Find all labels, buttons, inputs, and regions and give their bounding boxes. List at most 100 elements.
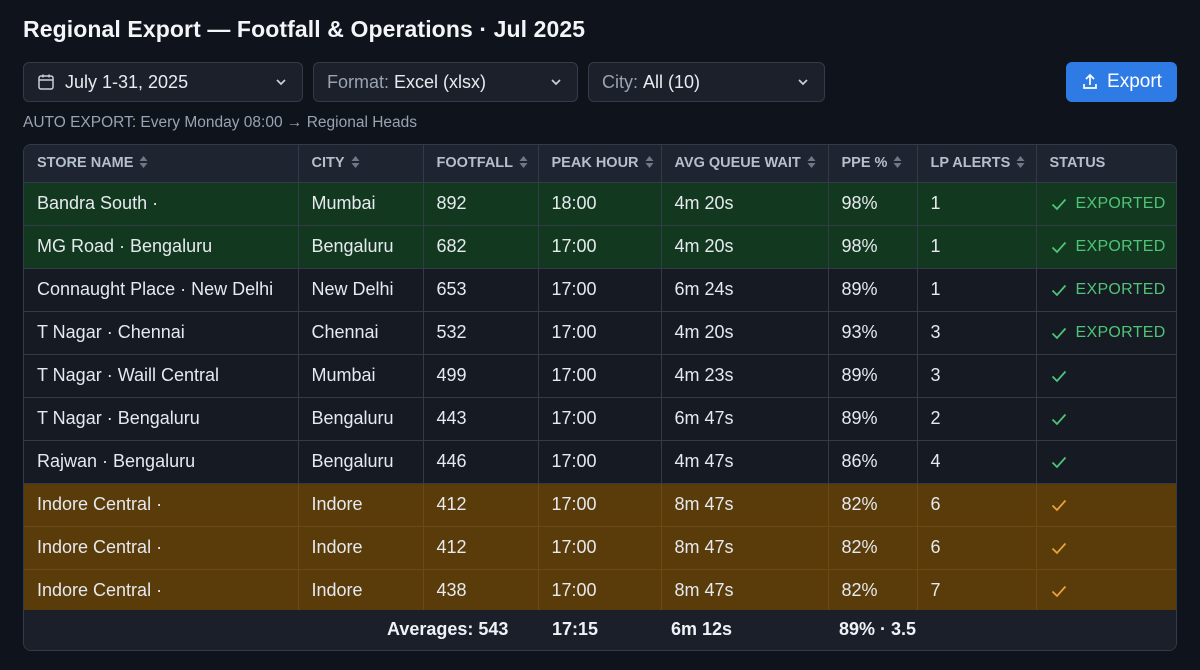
- chevron-down-icon: [798, 79, 808, 86]
- peak-hour-cell: 17:00: [538, 526, 662, 570]
- city-cell: Chennai: [298, 311, 424, 355]
- table-row[interactable]: Bandra South · Mumbai 892 18:00 4m 20s 98% 1 EX…: [24, 182, 1176, 226]
- ppe-cell: 82%: [828, 569, 918, 613]
- lp-alerts-cell: 1: [917, 268, 1037, 312]
- status-cell: [1036, 440, 1176, 484]
- export-button[interactable]: Export: [1066, 62, 1177, 102]
- stores-table: STORE NAME CITY FOOTFALL PEAK HOUR AVG QUEUE…: [23, 144, 1177, 651]
- page-title: Regional Export — Footfall & Operations …: [23, 16, 586, 42]
- column-header-label: PEAK HOUR: [551, 155, 639, 172]
- peak-hour-cell: 17:00: [538, 268, 662, 312]
- city-value: All (10): [643, 71, 701, 92]
- ppe-cell: 82%: [828, 483, 918, 527]
- footfall-cell: 412: [423, 483, 539, 527]
- column-header[interactable]: PPE %: [828, 145, 918, 183]
- export-button-label: Export: [1107, 71, 1162, 92]
- averages-footfall: Averages: 543: [387, 619, 509, 639]
- check-icon: [1051, 499, 1066, 511]
- averages-row: Averages: 543 17:15 6m 12s 89% · 3.5: [24, 610, 1176, 650]
- date-range-dropdown[interactable]: July 1-31, 2025: [23, 62, 303, 102]
- ppe-cell: 98%: [828, 225, 918, 269]
- check-icon: [1051, 327, 1066, 339]
- column-header[interactable]: FOOTFALL: [423, 145, 539, 183]
- store-name-cell: Rajwan · Bengaluru: [24, 440, 299, 484]
- ppe-cell: 89%: [828, 354, 918, 398]
- city-label: City:: [602, 71, 638, 92]
- column-header-label: PPE %: [841, 155, 888, 172]
- check-icon: [1051, 456, 1066, 468]
- lp-alerts-cell: 1: [917, 225, 1037, 269]
- store-name-cell: Indore Central ·: [24, 569, 299, 613]
- chevron-down-icon: [276, 79, 286, 86]
- averages-peak-hour: 17:15: [552, 619, 599, 639]
- lp-alerts-cell: 1: [917, 182, 1037, 226]
- column-header[interactable]: CITY: [298, 145, 424, 183]
- table-row[interactable]: Indore Central · Indore 412 17:00 8m 47s 82% 6: [24, 526, 1176, 570]
- store-name-cell: MG Road · Bengaluru: [24, 225, 299, 269]
- format-dropdown[interactable]: Format: Excel (xlsx): [313, 62, 578, 102]
- footfall-cell: 443: [423, 397, 539, 441]
- city-cell: Indore: [298, 526, 424, 570]
- table-row[interactable]: T Nagar · Waill Central Mumbai 499 17:00 4m …: [24, 354, 1176, 398]
- footfall-cell: 653: [423, 268, 539, 312]
- city-cell: Bengaluru: [298, 440, 424, 484]
- auto-export-note: AUTO EXPORT: Every Monday 08:00 → Region…: [23, 114, 418, 131]
- sort-icon: [1016, 156, 1025, 169]
- queue-wait-cell: 4m 23s: [661, 354, 829, 398]
- format-label: Format:: [327, 71, 390, 92]
- calendar-icon: [38, 74, 54, 90]
- lp-alerts-cell: 3: [917, 311, 1037, 355]
- city-cell: Bengaluru: [298, 397, 424, 441]
- footfall-cell: 499: [423, 354, 539, 398]
- queue-wait-cell: 4m 47s: [661, 440, 829, 484]
- store-name-cell: Bandra South ·: [24, 182, 299, 226]
- column-header[interactable]: STORE NAME: [24, 145, 299, 183]
- table-row[interactable]: Indore Central · Indore 412 17:00 8m 47s 82% 6: [24, 483, 1176, 527]
- upload-icon: [1083, 73, 1097, 89]
- lp-alerts-cell: 6: [917, 526, 1037, 570]
- column-header[interactable]: STATUS: [1036, 145, 1176, 183]
- table-header-row: STORE NAME CITY FOOTFALL PEAK HOUR AVG QUEUE…: [24, 145, 1176, 183]
- chevron-down-icon: [551, 79, 561, 86]
- status-cell: [1036, 483, 1176, 527]
- status-cell: EXPORTED: [1036, 225, 1176, 269]
- ppe-cell: 89%: [828, 268, 918, 312]
- table-row[interactable]: Rajwan · Bengaluru Bengaluru 446 17:00 4m 47…: [24, 440, 1176, 484]
- status-cell: EXPORTED: [1036, 268, 1176, 312]
- peak-hour-cell: 17:00: [538, 569, 662, 613]
- table-row[interactable]: Indore Central · Indore 438 17:00 8m 47s 82% 7: [24, 569, 1176, 613]
- table-row[interactable]: T Nagar · Chennai Chennai 532 17:00 4m 20s 93…: [24, 311, 1176, 355]
- queue-wait-cell: 4m 20s: [661, 182, 829, 226]
- column-header-label: AVG QUEUE WAIT: [674, 155, 801, 172]
- averages-queue-wait: 6m 12s: [671, 619, 733, 639]
- table-row[interactable]: Connaught Place · New Delhi New Delhi 653 1…: [24, 268, 1176, 312]
- city-cell: Indore: [298, 483, 424, 527]
- status-badge: EXPORTED: [1075, 323, 1166, 341]
- ppe-cell: 89%: [828, 397, 918, 441]
- sort-icon: [519, 156, 528, 169]
- queue-wait-cell: 8m 47s: [661, 483, 829, 527]
- column-header[interactable]: AVG QUEUE WAIT: [661, 145, 829, 183]
- status-cell: EXPORTED: [1036, 311, 1176, 355]
- date-range-value: July 1-31, 2025: [65, 71, 189, 92]
- table-row[interactable]: MG Road · Bengaluru Bengaluru 682 17:00 4m 2…: [24, 225, 1176, 269]
- status-cell: EXPORTED: [1036, 182, 1176, 226]
- store-name-cell: Connaught Place · New Delhi: [24, 268, 299, 312]
- check-icon: [1051, 241, 1066, 253]
- ppe-cell: 93%: [828, 311, 918, 355]
- column-header[interactable]: PEAK HOUR: [538, 145, 662, 183]
- peak-hour-cell: 17:00: [538, 440, 662, 484]
- format-value: Excel (xlsx): [394, 71, 487, 92]
- column-header[interactable]: LP ALERTS: [917, 145, 1037, 183]
- queue-wait-cell: 8m 47s: [661, 526, 829, 570]
- status-cell: [1036, 397, 1176, 441]
- ppe-cell: 82%: [828, 526, 918, 570]
- city-dropdown[interactable]: City: All (10): [588, 62, 825, 102]
- column-header-label: FOOTFALL: [436, 155, 514, 172]
- queue-wait-cell: 6m 47s: [661, 397, 829, 441]
- peak-hour-cell: 18:00: [538, 182, 662, 226]
- table-row[interactable]: T Nagar · Bengaluru Bengaluru 443 17:00 6m 4…: [24, 397, 1176, 441]
- footfall-cell: 892: [423, 182, 539, 226]
- ppe-cell: 86%: [828, 440, 918, 484]
- sort-icon: [645, 156, 654, 169]
